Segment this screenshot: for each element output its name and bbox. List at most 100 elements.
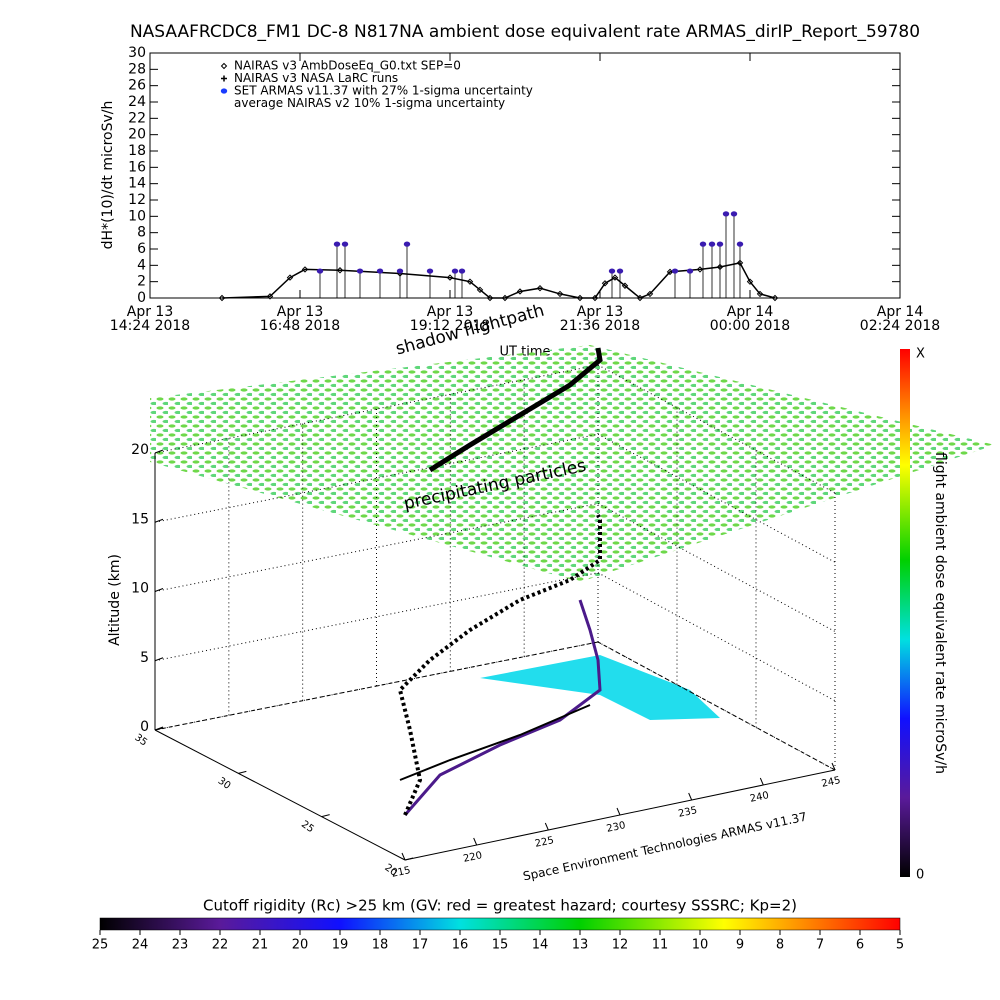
box-edge <box>597 641 836 771</box>
dot-marker <box>451 268 459 274</box>
diamond-marker <box>486 294 494 302</box>
x-tick-label: 6 <box>856 938 864 953</box>
grid-line <box>597 364 836 494</box>
x-tick-label: 12 <box>612 938 629 953</box>
x-tick-label: 14 <box>532 938 549 953</box>
y-tick-label: 4 <box>137 257 146 273</box>
diamond-marker <box>266 293 274 300</box>
annotation: Space Environment Technologies ARMAS v11… <box>522 810 808 884</box>
x-tick-label: 21 <box>252 938 269 953</box>
x-tick <box>831 762 836 771</box>
grid-line <box>154 641 599 731</box>
colorbar-title: Cutoff rigidity (Rc) >25 km (GV: red = g… <box>203 897 797 915</box>
rigidity-colorbar <box>99 917 901 931</box>
x-tick-label: 8 <box>776 938 784 953</box>
box-edge <box>154 641 599 731</box>
diamond-marker <box>476 286 484 294</box>
x-tick-label: 220 <box>462 850 483 865</box>
dot-marker <box>316 268 324 274</box>
z-axis-label: Altitude (km) <box>107 554 123 646</box>
grid-line <box>154 364 599 454</box>
colorbar-label: flight ambient dose equivalent rate micr… <box>932 452 948 774</box>
y-tick-label: 30 <box>128 45 146 61</box>
y-tick-label: 22 <box>128 110 146 126</box>
x-tick-label: 13 <box>572 938 589 953</box>
x-tick-label: 10 <box>692 938 709 953</box>
x-tick-label: 25 <box>92 938 109 953</box>
diamond-marker <box>601 280 609 287</box>
flight-path-track <box>399 704 591 781</box>
diamond-marker <box>756 290 764 298</box>
z-tick <box>154 588 164 592</box>
diamond-marker <box>446 274 454 281</box>
grid-line <box>154 433 599 523</box>
x-tick-label: 19 <box>332 938 349 953</box>
x-tick-label: 16 <box>452 938 469 953</box>
y-tick-label: 26 <box>128 78 146 94</box>
z-tick <box>154 518 164 523</box>
x-tick <box>401 852 406 861</box>
dose-colorbar <box>900 349 910 877</box>
diamond-marker <box>696 266 704 273</box>
x-tick-label: Apr 13 21:36 2018 <box>559 304 641 334</box>
x-tick-label: 240 <box>749 790 770 805</box>
x-tick-label: 9 <box>736 938 744 953</box>
dot-marker <box>608 268 616 274</box>
diamond-marker <box>501 294 509 302</box>
dot-marker <box>376 268 384 274</box>
grid-line <box>154 572 599 662</box>
diamond-marker <box>746 278 754 285</box>
flight-path <box>403 599 602 816</box>
y-tick-label: 6 <box>137 241 146 257</box>
dot-marker <box>699 241 707 247</box>
y-tick-label: 10 <box>128 208 146 224</box>
dot-marker <box>708 241 716 247</box>
x-tick <box>616 807 621 816</box>
diamond-marker <box>536 284 544 292</box>
y-tick-label: 28 <box>128 61 146 77</box>
x-tick <box>473 837 478 846</box>
y-tick <box>238 770 247 774</box>
diamond-marker <box>646 290 654 298</box>
y-tick-label: 14 <box>128 176 146 192</box>
colorbar-tick-label: 0 <box>916 868 924 883</box>
y-tick-label: 8 <box>137 225 146 241</box>
y-tick-label: 0 <box>137 290 146 306</box>
dot-marker <box>220 88 228 94</box>
x-tick <box>759 777 764 786</box>
z-tick <box>154 449 164 454</box>
x-tick-label: 5 <box>896 938 904 953</box>
x-tick <box>688 792 693 801</box>
x-tick-label: Apr 13 19:12 2018 <box>409 304 491 334</box>
dot-marker <box>671 268 679 274</box>
y-tick-label: 18 <box>128 143 146 159</box>
x-tick-label: 11 <box>652 938 669 953</box>
dot-marker <box>396 268 404 274</box>
legend-label: average NAIRAS v2 10% 1-sigma uncertaint… <box>234 96 505 110</box>
y-tick-label: 12 <box>128 192 146 208</box>
x-tick-label: 245 <box>821 775 842 790</box>
box-edge <box>154 729 406 861</box>
x-tick-label: 15 <box>492 938 509 953</box>
grid-line <box>154 503 599 592</box>
dot-marker <box>356 268 364 274</box>
grid-line <box>597 572 836 702</box>
diamond-marker <box>286 274 294 281</box>
x-tick-label: 24 <box>132 938 149 953</box>
diamond-marker <box>771 294 779 302</box>
diamond-marker <box>636 294 644 302</box>
y-tick-label: 30 <box>216 776 233 792</box>
z-tick-label: 20 <box>131 442 149 458</box>
y-tick-label: 25 <box>299 819 316 835</box>
x-tick-label: 17 <box>412 938 429 953</box>
dot-marker <box>716 241 724 247</box>
z-tick-label: 10 <box>131 581 149 597</box>
diamond-marker <box>336 267 344 274</box>
x-tick-label: 22 <box>212 938 229 953</box>
legend-label: NAIRAS v3 AmbDoseEq_G0.txt SEP=0 <box>234 59 461 73</box>
dot-marker <box>403 241 411 247</box>
shadow-flightpath <box>428 347 603 473</box>
legend-label: SET ARMAS v11.37 with 27% 1-sigma uncert… <box>234 84 533 98</box>
